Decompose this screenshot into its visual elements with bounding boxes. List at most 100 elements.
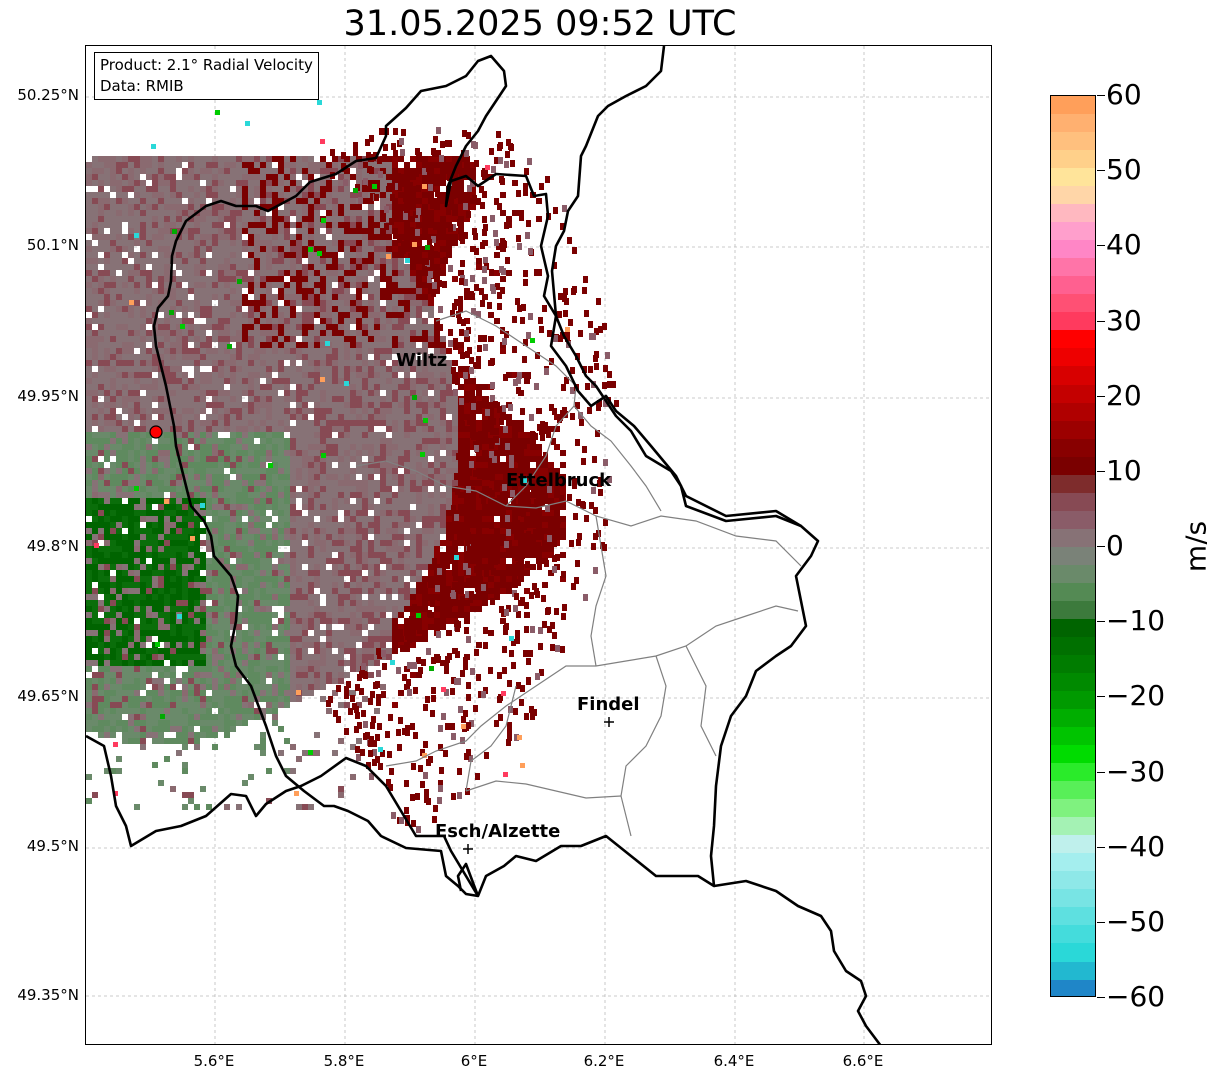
radar-pixel bbox=[344, 342, 350, 348]
radar-pixel bbox=[236, 252, 242, 258]
radar-pixel bbox=[404, 312, 410, 318]
radar-pixel bbox=[104, 282, 110, 288]
radar-pixel bbox=[440, 444, 446, 450]
radar-pixel bbox=[92, 252, 98, 258]
radar-pixel bbox=[392, 258, 398, 264]
radar-pixel bbox=[476, 426, 482, 432]
radar-pixel bbox=[314, 378, 320, 384]
radar-pixel bbox=[230, 570, 236, 576]
radar-pixel bbox=[350, 264, 356, 270]
radar-pixel bbox=[476, 594, 482, 600]
radar-pixel bbox=[116, 492, 122, 498]
radar-pixel bbox=[530, 474, 536, 480]
radar-pixel bbox=[296, 450, 302, 456]
radar-pixel bbox=[368, 450, 374, 456]
radar-pixel bbox=[278, 360, 284, 366]
radar-pixel bbox=[338, 312, 344, 318]
radar-pixel bbox=[224, 594, 230, 600]
radar-pixel bbox=[266, 336, 272, 342]
radar-pixel bbox=[314, 186, 320, 192]
radar-pixel bbox=[212, 468, 218, 474]
radar-pixel bbox=[152, 420, 158, 426]
radar-pixel bbox=[290, 294, 296, 300]
radar-pixel bbox=[212, 600, 218, 606]
radar-pixel bbox=[458, 480, 464, 486]
radar-pixel bbox=[194, 486, 200, 492]
radar-pixel bbox=[182, 462, 188, 468]
radar-pixel bbox=[524, 546, 530, 552]
radar-pixel bbox=[206, 570, 212, 576]
radar-pixel bbox=[128, 348, 134, 354]
radar-pixel bbox=[200, 312, 206, 318]
radar-pixel bbox=[314, 444, 320, 450]
radar-pixel bbox=[194, 528, 200, 534]
radar-pixel bbox=[92, 570, 98, 576]
radar-pixel bbox=[308, 294, 314, 300]
radar-pixel bbox=[86, 240, 92, 246]
radar-map[interactable] bbox=[85, 45, 992, 1045]
radar-pixel bbox=[182, 288, 188, 294]
radar-pixel bbox=[404, 516, 410, 522]
radar-pixel bbox=[308, 306, 314, 312]
radar-pixel bbox=[146, 438, 152, 444]
radar-pixel bbox=[278, 192, 284, 198]
radar-pixel bbox=[356, 396, 362, 402]
radar-pixel bbox=[326, 546, 332, 552]
radar-pixel bbox=[308, 312, 314, 318]
radar-pixel bbox=[92, 504, 98, 510]
radar-pixel bbox=[230, 606, 236, 612]
radar-pixel bbox=[290, 498, 296, 504]
radar-pixel bbox=[482, 432, 488, 438]
radar-pixel bbox=[158, 486, 164, 492]
radar-pixel bbox=[218, 252, 224, 258]
radar-pixel bbox=[362, 474, 368, 480]
radar-pixel bbox=[284, 246, 290, 252]
radar-pixel bbox=[260, 168, 266, 174]
radar-pixel bbox=[272, 486, 278, 492]
radar-pixel bbox=[98, 162, 104, 168]
radar-pixel bbox=[320, 588, 326, 594]
radar-pixel bbox=[200, 564, 206, 570]
radar-pixel bbox=[266, 186, 272, 192]
radar-pixel bbox=[260, 234, 266, 240]
radar-pixel bbox=[392, 210, 398, 216]
radar-pixel bbox=[338, 300, 344, 306]
radar-pixel bbox=[116, 606, 122, 612]
radar-pixel bbox=[356, 168, 362, 174]
radar-pixel bbox=[296, 288, 302, 294]
radar-pixel bbox=[140, 576, 146, 582]
radar-pixel bbox=[152, 534, 158, 540]
radar-pixel bbox=[404, 510, 410, 516]
radar-pixel bbox=[338, 282, 344, 288]
radar-pixel bbox=[152, 570, 158, 576]
radar-pixel bbox=[260, 408, 266, 414]
radar-pixel bbox=[206, 192, 212, 198]
radar-pixel bbox=[170, 168, 176, 174]
radar-pixel bbox=[416, 384, 422, 390]
radar-pixel bbox=[296, 162, 302, 168]
radar-pixel bbox=[116, 324, 122, 330]
radar-pixel bbox=[284, 252, 290, 258]
radar-pixel bbox=[344, 444, 350, 450]
radar-pixel bbox=[98, 282, 104, 288]
radar-pixel bbox=[338, 456, 344, 462]
radar-pixel bbox=[218, 384, 224, 390]
radar-pixel bbox=[224, 546, 230, 552]
radar-pixel bbox=[230, 204, 236, 210]
radar-pixel bbox=[476, 522, 482, 528]
radar-pixel bbox=[290, 162, 296, 168]
radar-pixel bbox=[344, 528, 350, 534]
radar-pixel bbox=[320, 168, 326, 174]
radar-pixel bbox=[452, 372, 458, 378]
radar-pixel bbox=[140, 156, 146, 162]
radar-pixel bbox=[530, 444, 536, 450]
radar-pixel bbox=[122, 366, 128, 372]
radar-pixel bbox=[86, 486, 92, 492]
radar-pixel bbox=[182, 456, 188, 462]
radar-pixel bbox=[86, 384, 92, 390]
radar-pixel bbox=[548, 522, 554, 528]
radar-pixel bbox=[422, 306, 428, 312]
radar-pixel bbox=[92, 198, 98, 204]
radar-pixel bbox=[560, 462, 566, 468]
radar-pixel bbox=[404, 282, 410, 288]
